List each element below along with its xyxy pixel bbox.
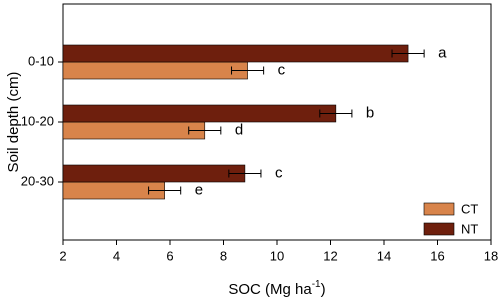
significance-letter: b — [366, 104, 374, 121]
y-tick-label: 10-20 — [21, 113, 54, 128]
error-bar — [228, 169, 262, 178]
legend-label: CT — [461, 201, 478, 216]
x-axis-title-sup: -1 — [312, 279, 321, 290]
error-bar — [391, 49, 425, 58]
bar — [62, 121, 206, 140]
error-bar — [148, 186, 182, 195]
significance-letter: a — [438, 44, 447, 61]
x-axis-title-end: ) — [321, 281, 326, 298]
y-tick-label: 20-30 — [21, 173, 54, 188]
legend-swatch — [423, 202, 455, 216]
x-axis-title-main: SOC (Mg ha — [228, 281, 312, 298]
significance-letter: d — [235, 121, 243, 138]
error-bar — [231, 66, 265, 75]
x-tick-label: 2 — [59, 248, 66, 263]
x-tick-label: 6 — [166, 248, 173, 263]
significance-letter: c — [278, 61, 286, 78]
x-tick-label: 8 — [220, 248, 227, 263]
x-tick-label: 10 — [270, 248, 284, 263]
bar — [62, 104, 337, 123]
y-axis-title: Soil depth (cm) — [5, 72, 22, 173]
x-tick-label: 18 — [484, 248, 498, 263]
x-axis-title: SOC (Mg ha-1) — [228, 279, 325, 298]
significance-letter: c — [275, 164, 283, 181]
x-tick-label: 4 — [113, 248, 120, 263]
error-bar — [188, 126, 222, 135]
legend-swatch — [423, 222, 455, 236]
x-tick-label: 14 — [377, 248, 391, 263]
legend-label: NT — [461, 221, 478, 236]
bar — [62, 164, 246, 183]
error-bar — [319, 109, 353, 118]
y-tick-label: 0-10 — [28, 53, 54, 68]
significance-letter: e — [195, 181, 203, 198]
x-tick-label: 12 — [323, 248, 337, 263]
bar — [62, 61, 248, 80]
x-tick-label: 16 — [430, 248, 444, 263]
bar — [62, 44, 409, 63]
